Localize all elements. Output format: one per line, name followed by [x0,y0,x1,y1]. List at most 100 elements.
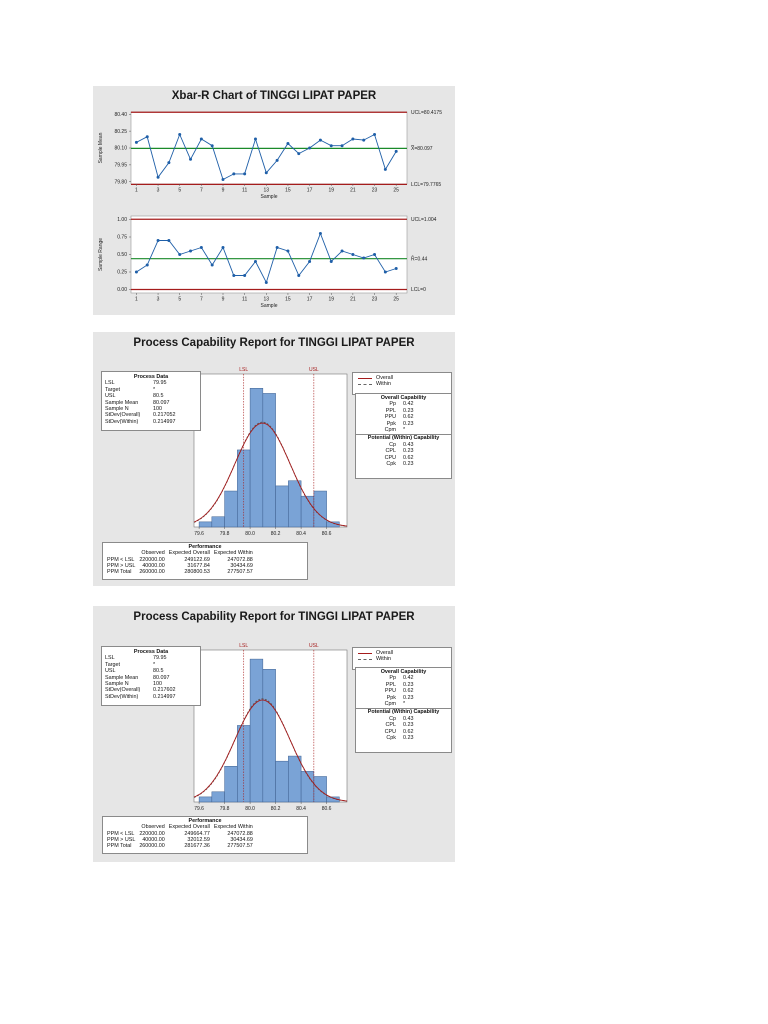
performance-value: 30434.69 [230,836,253,843]
stat-label: Pp [389,401,396,408]
performance-header: Performance [188,818,222,824]
histogram-bar [313,776,327,803]
performance-value: 30434.69 [230,562,253,569]
x-tick-label: 21 [350,297,356,303]
legend-within: Within [355,381,449,387]
stat-label: PPU [384,414,396,421]
data-point [210,263,214,267]
histogram-bar [249,658,264,803]
lcl-label: LCL=79.7765 [411,182,441,188]
performance-header: Performance [188,544,222,550]
histogram-bar [275,485,289,528]
stat-label: StDev(Overall) [105,412,141,419]
center-label: R̄=0.44 [411,256,427,263]
x-axis-label: Sample [261,194,278,200]
stat-label: LSL [105,655,115,662]
x-tick-label: 9 [222,188,225,194]
data-point [340,144,344,148]
data-point [373,133,377,136]
y-tick-label: 80.40 [114,112,127,118]
x-tick-label: 21 [350,188,356,194]
xbar-r-chart-svg: 80.40 80.25 80.10 79.95 79.80 Sample Mean UCL=… [98,110,442,309]
x-tick-label: 80.4 [296,531,306,537]
data-point [243,172,247,176]
x-tick-label: 7 [200,297,203,303]
capability-box-2: Overall Capability Pp 0.42 PPL 0.23 PPU 0.62 P… [355,667,452,753]
data-point [275,246,279,249]
x-tick-label: 25 [393,297,399,303]
stat-label: StDev(Within) [105,418,139,425]
performance-row-label: PPM > USL [107,562,136,569]
capability-box-1: Overall Capability Pp 0.42 PPL 0.23 PPU 0.62 P… [355,393,452,479]
y-tick-label: 80.10 [114,146,127,152]
performance-value: 247072.88 [227,556,253,563]
data-point [232,274,236,277]
stat-value: 0.62 [403,414,414,421]
stat-value: 80.5 [153,668,164,675]
performance-col-header: Expected Within [213,824,253,831]
performance-value: 260000.00 [139,569,165,576]
data-point [232,172,236,176]
stat-value: * [153,386,156,393]
plot-area [130,215,408,294]
x-tick-label: 80.4 [296,806,306,812]
performance-col-header: Expected Within [213,550,253,557]
stat-label: StDev(Overall) [105,687,141,694]
stat-label: CPU [384,454,396,461]
stat-label: Ppk [386,420,396,427]
performance-value: 220000.00 [139,830,165,837]
stat-label: Cpk [386,735,396,742]
performance-row: PPM Total 260000.00 281677.36 277507.57 [105,843,255,849]
y-tick-label: 80.25 [114,129,127,135]
data-point [199,137,203,141]
x-tick-label: 79.8 [220,531,230,537]
stat-value: 0.23 [403,461,414,468]
data-point [189,249,193,253]
overall-capability-header: Overall Capability [380,395,427,401]
stat-value: 100 [153,406,162,413]
x-tick-label: 9 [222,297,225,303]
x-tick-label: 3 [157,297,160,303]
data-point [178,133,182,136]
ucl-label: UCL=80.4175 [411,110,442,116]
stat-value: 80.097 [153,399,170,406]
histogram-bar [300,495,315,528]
data-point [297,274,301,277]
data-point [362,138,366,142]
process-data-box-1: Process Data LSL 79.95 Target * USL 80.5 Sampl… [101,371,201,431]
y-axis-label: Sample Range [98,238,104,271]
performance-value: 31677.84 [187,562,210,569]
stat-label: Pp [389,675,396,682]
x-tick-label: 23 [372,297,378,303]
stat-value: * [403,427,406,434]
data-point [340,249,344,253]
overall-capability-header: Overall Capability [380,669,427,675]
stat-value: 0.214997 [153,693,176,700]
x-tick-label: 5 [178,297,181,303]
data-point [156,239,160,242]
stat-value: 0.23 [403,722,414,729]
performance-row-label: PPM Total [107,843,132,850]
stat-row: Ppk 0.23 [358,695,449,701]
stat-label: Cpm [384,701,396,708]
performance-value: 40000.00 [142,562,165,569]
data-point [221,178,225,181]
x-tick-label: 3 [157,188,160,194]
histogram-bar [211,791,225,803]
stat-label: PPL [385,681,396,688]
stat-value: 80.5 [153,393,164,400]
performance-table: Observed Expected Overall Expected Within P… [105,550,255,575]
data-point [373,253,377,256]
stat-row: PPU 0.62 [358,688,449,694]
stat-label: Target [105,661,120,668]
stat-value: 0.43 [403,441,414,448]
stat-value: 100 [153,681,162,688]
performance-value: 249664.77 [184,830,210,837]
x-tick-label: 1 [135,297,138,303]
stat-value: * [153,661,156,668]
stat-value: 79.95 [153,380,167,387]
capability-histogram-1: LSL USL 79.6 79.8 80.0 80.2 80.4 80.6 [193,367,348,537]
stat-value: 0.42 [403,401,414,408]
data-point [253,260,257,263]
xbar-r-chart-panel: Xbar-R Chart of TINGGI LIPAT PAPER 80.40… [93,86,455,315]
